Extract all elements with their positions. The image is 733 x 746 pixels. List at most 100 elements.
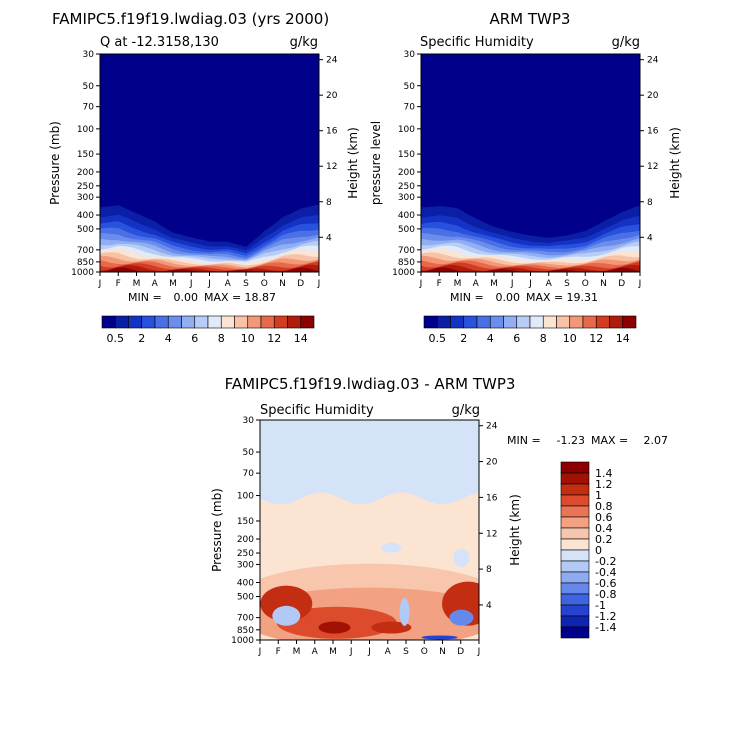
y-tick-label: 1000 (392, 268, 415, 278)
y-tick-label: 100 (237, 492, 254, 502)
y-tick-label: 1000 (231, 636, 254, 646)
y-tick-label: 200 (237, 535, 254, 545)
x-tick-label: S (403, 647, 409, 657)
y-right-tick-label: 24 (326, 56, 338, 66)
max-label: MAX = (204, 291, 241, 304)
colorbar-label: 8 (540, 332, 547, 345)
panel-title: FAMIPC5.f19f19.lwdiag.03 (yrs 2000) (52, 10, 329, 28)
colorbar-swatch (569, 315, 584, 329)
x-tick-label: O (582, 279, 589, 289)
y-tick-label: 700 (237, 614, 254, 624)
max-value: 18.87 (245, 291, 277, 304)
x-tick-label: O (421, 647, 428, 657)
y-tick-label: 250 (77, 182, 94, 192)
colorbar-label: 6 (191, 332, 198, 345)
x-tick-label: J (98, 279, 102, 289)
contour-band (100, 264, 319, 272)
panel-title: ARM TWP3 (490, 10, 571, 28)
colorbar-label: -0.8 (595, 588, 616, 601)
min-value: 0.00 (496, 291, 521, 304)
colorbar-swatch (220, 315, 235, 329)
colorbar-label: 10 (563, 332, 577, 345)
contour-fill-group (421, 54, 640, 272)
x-tick-label: D (618, 279, 625, 289)
y-tick-label: 300 (398, 193, 415, 203)
colorbar-swatch (556, 315, 571, 329)
colorbar-swatch (260, 315, 275, 329)
colorbar-swatch (423, 315, 438, 329)
x-tick-label: O (261, 279, 268, 289)
colorbar-swatch (273, 315, 288, 329)
x-tick-label: J (638, 279, 642, 289)
colorbar-label: 12 (589, 332, 603, 345)
colorbar-swatch (300, 315, 315, 329)
x-tick-label: D (457, 647, 464, 657)
contour-blob (453, 548, 470, 567)
y-tick-label: 70 (404, 103, 416, 113)
contour-band (421, 264, 640, 272)
y-tick-label: 200 (398, 168, 415, 178)
colorbar-label: 0.2 (595, 533, 613, 546)
min-label: MIN = (128, 291, 162, 304)
colorbar-label: 0.4 (595, 522, 613, 535)
x-tick-label: M (490, 279, 498, 289)
x-tick-label: M (454, 279, 462, 289)
colorbar-label: 6 (513, 332, 520, 345)
colorbar-swatch (622, 315, 637, 329)
y-tick-label: 500 (77, 225, 94, 235)
colorbar-swatch (154, 315, 169, 329)
x-tick-label: J (189, 279, 193, 289)
x-tick-label: M (293, 647, 301, 657)
y-axis-label-left: Pressure (mb) (210, 488, 224, 572)
colorbar: 0.5 2 4 6 8 10 12 14 (423, 315, 637, 345)
panel-units: g/kg (290, 35, 318, 50)
colorbar-label: -1 (595, 599, 606, 612)
colorbar-swatch (181, 315, 196, 329)
y-tick-label: 250 (237, 549, 254, 559)
y-tick-label: 150 (398, 150, 415, 160)
colorbar-swatch (287, 315, 302, 329)
min-label: MIN = (507, 434, 541, 447)
y-right-tick-label: 12 (326, 162, 337, 172)
y-right-tick-label: 20 (647, 91, 659, 101)
colorbar-swatch (476, 315, 491, 329)
colorbar-swatch (450, 315, 465, 329)
contour-fill-group (260, 420, 479, 640)
y-tick-label: 250 (398, 182, 415, 192)
colorbar-label: 4 (487, 332, 494, 345)
y-tick-label: 300 (237, 560, 254, 570)
colorbar-label: 0.5 (429, 332, 447, 345)
colorbar-swatch (128, 315, 143, 329)
colorbar-swatch (167, 315, 182, 329)
x-tick-label: J (367, 647, 371, 657)
colorbar-label: 14 (616, 332, 630, 345)
colorbar-label: 2 (460, 332, 467, 345)
y-right-tick-label: 8 (486, 565, 492, 575)
x-tick-label: A (473, 279, 480, 289)
y-tick-label: 30 (404, 50, 416, 60)
x-tick-label: A (546, 279, 553, 289)
colorbar-swatch (560, 527, 590, 540)
colorbar-swatch (560, 516, 590, 529)
y-tick-label: 50 (243, 448, 255, 458)
colorbar-swatch (207, 315, 222, 329)
y-right-tick-label: 16 (326, 127, 338, 137)
x-tick-label: N (279, 279, 286, 289)
colorbar-label: 4 (165, 332, 172, 345)
y-right-tick-label: 4 (326, 233, 332, 243)
colorbar-swatch (516, 315, 531, 329)
y-axis-label-right: Height (km) (668, 127, 682, 198)
colorbar-swatch (141, 315, 156, 329)
y-tick-label: 500 (237, 593, 254, 603)
colorbar-label: 0.8 (595, 500, 613, 513)
y-tick-label: 850 (237, 626, 254, 636)
y-right-tick-label: 20 (486, 458, 498, 468)
colorbar-label: 12 (267, 332, 281, 345)
colorbar-label: 1 (595, 489, 602, 502)
colorbar-swatch (595, 315, 610, 329)
x-tick-label: N (600, 279, 607, 289)
x-tick-label: N (439, 647, 446, 657)
y-tick-label: 400 (77, 211, 94, 221)
